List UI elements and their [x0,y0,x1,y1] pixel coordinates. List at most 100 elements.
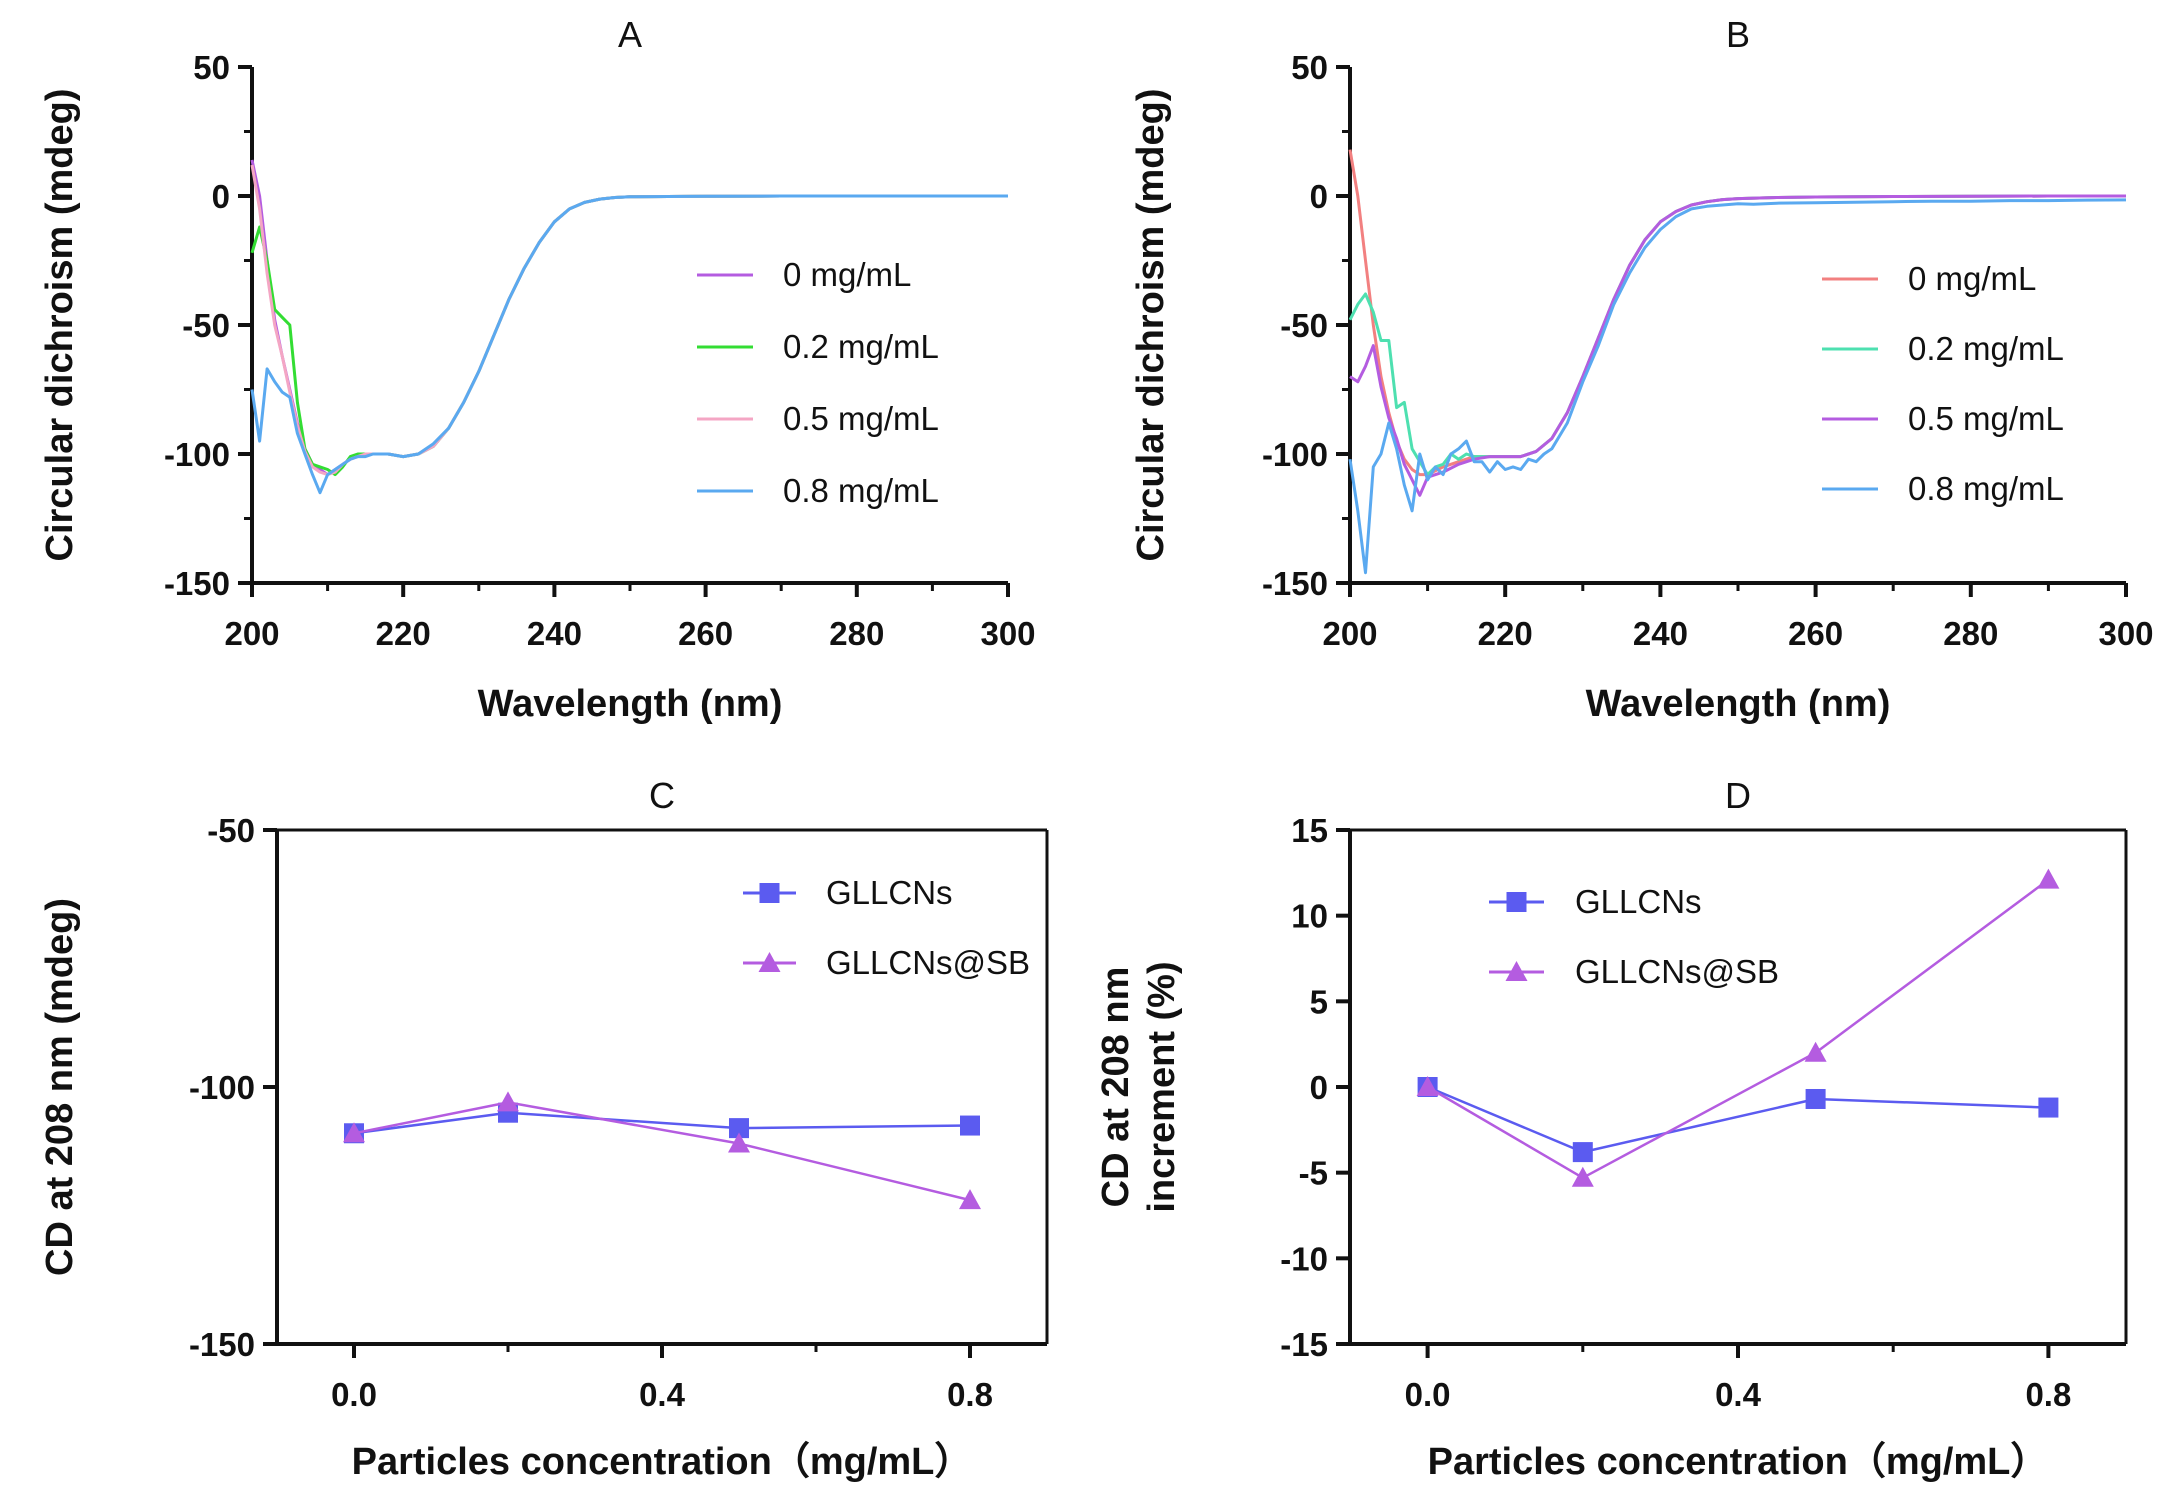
y-tick-label: -10 [1280,1240,1328,1277]
series-0-5-mg-ml: 0.5 mg/mL [250,164,1008,477]
legend-label: 0.5 mg/mL [783,400,939,437]
y-tick-label: -50 [182,307,230,344]
y-tick-label: -150 [1262,565,1328,602]
legend-label: GLLCNs@SB [826,944,1030,981]
legend-marker [759,883,780,903]
series-0-8-mg-ml: 0.8 mg/mL [250,194,1008,509]
panel-c: C -150 -100 -50 0.0 0.4 0.8 Particles concentra… [39,775,1049,1483]
x-tick-label: 0.0 [331,1376,377,1413]
data-point [2038,1097,2059,1118]
legend-label: 0.8 mg/mL [1908,470,2064,507]
x-tick-label: 260 [678,615,733,652]
legend-label: 0 mg/mL [1908,260,2036,297]
series-line [353,1111,971,1135]
legend-label: GLLCNs@SB [1575,953,1779,990]
y-tick-label: -5 [1299,1155,1328,1192]
y-axis-label: CD at 208 nm (mdeg) [39,898,81,1276]
y-tick-label: -100 [1262,436,1328,473]
data-point [1804,1041,1827,1062]
y-tick-label: -50 [207,812,255,849]
data-point [1572,1142,1593,1163]
series-0-5-mg-ml: 0.5 mg/mL [1349,194,2126,497]
x-tick-label: 220 [1478,615,1533,652]
x-tick-label: 280 [829,615,884,652]
data-point [2037,868,2060,889]
series-line [1349,194,2126,497]
data-point [728,1132,750,1153]
y-axis-label: Circular dichroism (mdeg) [1130,89,1172,562]
data-point [729,1118,749,1139]
series-0-8-mg-ml: 0.8 mg/mL [1348,198,2127,575]
x-tick-label: 0.8 [947,1376,993,1413]
legend-marker [758,952,781,972]
series-gllcns-sb: GLLCNs@SB [343,944,1030,1210]
panel-title: D [1725,775,1751,816]
series-line [1427,1085,2049,1154]
panel-a: A -150 -100 -50 0 50 200 220 240 260 280 300 Wavelen… [39,14,1036,725]
series-gllcns-sb: GLLCNs@SB [1416,868,2060,1187]
y-tick-label: 50 [1291,49,1328,86]
x-tick-label: 220 [376,615,431,652]
y-tick-label: 5 [1310,983,1328,1020]
y-tick-label: -100 [189,1069,255,1106]
series-line [353,1101,971,1202]
x-tick-label: 0.4 [639,1376,686,1413]
panel-b: B -150 -100 -50 0 50 200 220 240 260 280 300 Wavelen… [1130,14,2154,725]
legend-marker [1506,892,1527,912]
legend-label: 0.8 mg/mL [783,472,939,509]
data-point [497,1091,519,1112]
x-tick-label: 240 [527,615,582,652]
legend-label: 0.5 mg/mL [1908,400,2064,437]
legend-label: 0.2 mg/mL [1908,330,2064,367]
series-gllcns: GLLCNs [344,874,980,1144]
x-tick-label: 0.8 [2025,1376,2071,1413]
panel-d: D -15 -10 -5 0 5 10 15 0.0 0.4 0.8 Particles concen… [1095,775,2128,1483]
legend-label: 0.2 mg/mL [783,328,939,365]
x-tick-label: 300 [2098,615,2153,652]
x-tick-label: 300 [980,615,1035,652]
data-point [959,1189,981,1210]
data-point [1416,1076,1439,1096]
x-axis-label: Wavelength (nm) [478,683,783,725]
legend-label: 0 mg/mL [783,256,911,293]
legend-label: GLLCNs [826,874,953,911]
y-axis-label: increment (%) [1141,961,1183,1212]
x-axis-label: Particles concentration（mg/mL） [352,1441,973,1483]
series-line [250,194,1008,495]
y-tick-label: 0 [212,178,230,215]
series-line [1426,878,2050,1180]
y-tick-label: -15 [1280,1326,1328,1363]
legend-label: GLLCNs [1575,883,1702,920]
x-tick-label: 280 [1943,615,1998,652]
data-point [343,1122,365,1143]
y-tick-label: -50 [1280,307,1328,344]
panel-title: B [1726,14,1750,55]
data-point [1571,1166,1594,1187]
panel-title: C [649,775,675,816]
y-axis-label: Circular dichroism (mdeg) [39,89,81,562]
data-point [1805,1088,1826,1109]
y-axis-label: CD at 208 nm [1095,967,1137,1208]
x-tick-label: 240 [1633,615,1688,652]
y-tick-label: -100 [164,436,230,473]
series-line [1348,198,2127,575]
y-tick-label: 0 [1310,178,1328,215]
y-tick-label: 10 [1291,898,1328,935]
x-tick-label: 0.0 [1405,1376,1451,1413]
y-tick-label: 50 [193,49,230,86]
x-axis-label: Particles concentration（mg/mL） [1428,1441,2049,1483]
series-gllcns: GLLCNs [1417,883,2059,1163]
x-tick-label: 200 [1322,615,1377,652]
y-tick-label: 0 [1310,1069,1328,1106]
x-tick-label: 0.4 [1715,1376,1762,1413]
data-point [960,1115,980,1136]
panel-title: A [618,14,642,55]
y-tick-label: 15 [1291,812,1328,849]
y-tick-label: -150 [164,565,230,602]
x-axis-label: Wavelength (nm) [1586,683,1891,725]
x-tick-label: 260 [1788,615,1843,652]
y-tick-label: -150 [189,1326,255,1363]
x-tick-label: 200 [224,615,279,652]
legend-marker [1505,961,1528,981]
